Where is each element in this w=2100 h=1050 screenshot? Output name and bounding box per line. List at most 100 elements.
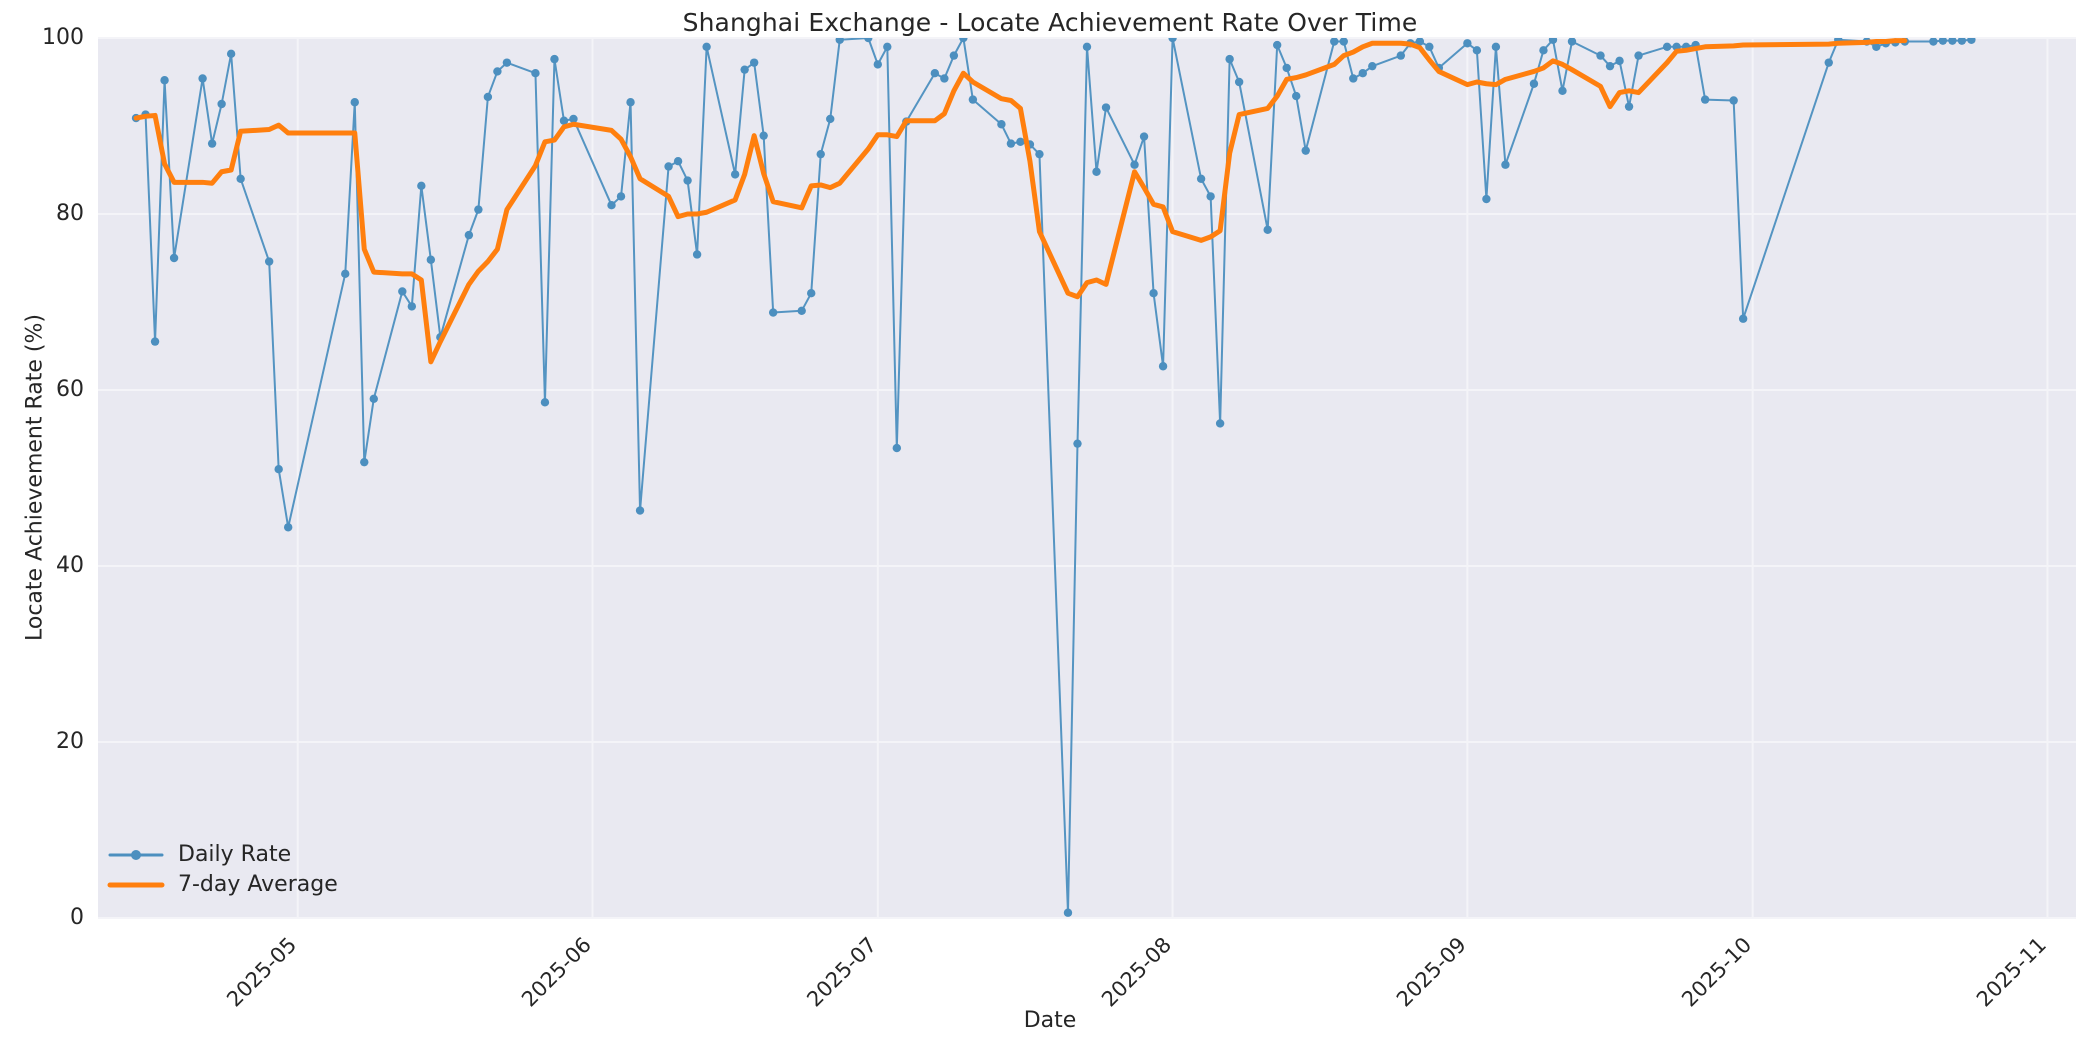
legend-marker (131, 850, 141, 860)
data-point (1948, 38, 1957, 45)
data-point (169, 253, 179, 263)
x-tick-label: 2025-05 (222, 933, 301, 1012)
data-point (264, 257, 274, 266)
data-point (350, 98, 359, 107)
data-point (959, 38, 968, 43)
data-point (1415, 38, 1425, 46)
data-point (616, 192, 626, 201)
data-point (1539, 46, 1548, 55)
data-point (226, 49, 236, 59)
data-point (816, 149, 825, 159)
x-tick-label: 2025-07 (802, 933, 881, 1012)
data-point (1558, 86, 1567, 96)
data-point (1282, 63, 1291, 73)
x-axis-label: Date (1023, 1008, 1077, 1033)
gridlines (98, 37, 2076, 919)
data-point (607, 201, 616, 210)
data-point (692, 250, 702, 259)
data-point (1349, 74, 1358, 83)
x-tick-label: 2025-06 (517, 933, 596, 1012)
data-point (283, 523, 293, 532)
data-point (1215, 419, 1225, 428)
data-point (464, 230, 474, 240)
x-tick-label: 2025-10 (1677, 933, 1756, 1012)
data-point (1529, 79, 1539, 88)
data-point (702, 42, 711, 51)
data-point (1491, 42, 1501, 51)
data-point (150, 337, 160, 346)
data-point (1567, 38, 1577, 46)
data-point (1206, 192, 1215, 201)
data-point (1463, 39, 1472, 48)
data-point (1330, 38, 1339, 46)
data-point (1358, 69, 1367, 78)
data-point (883, 42, 892, 51)
data-point (1272, 40, 1282, 50)
data-point (1130, 160, 1139, 169)
y-tick-label: 40 (56, 553, 84, 578)
data-point (1700, 95, 1710, 104)
data-point (1225, 54, 1234, 64)
data-point (949, 51, 959, 60)
data-point (2005, 0, 2013, 4)
data-point (1967, 38, 1976, 44)
data-point (1263, 225, 1272, 235)
data-point (1662, 42, 1672, 51)
data-point (683, 176, 692, 185)
data-point (540, 398, 550, 407)
data-point (1872, 42, 1881, 51)
y-axis-ticks: 0 20 40 60 80 100 (42, 25, 84, 930)
chart-title: Shanghai Exchange - Locate Achievement R… (682, 8, 1418, 37)
data-point (407, 302, 417, 311)
data-point (360, 457, 369, 467)
data-point (1016, 137, 1025, 147)
data-point (1929, 38, 1938, 46)
data-point (198, 74, 207, 83)
data-point (940, 74, 949, 83)
data-point (1738, 314, 1748, 323)
data-point (1501, 160, 1510, 169)
data-point (1596, 51, 1605, 60)
data-point (217, 99, 226, 109)
y-tick-label: 100 (42, 25, 84, 50)
data-point (1168, 38, 1177, 43)
data-point (826, 114, 835, 124)
data-point (483, 92, 493, 102)
data-point (398, 287, 407, 296)
data-point (369, 394, 378, 403)
data-point (1301, 146, 1310, 155)
data-point (807, 289, 816, 298)
data-point (626, 98, 635, 107)
data-point (531, 69, 540, 78)
data-point (873, 60, 882, 69)
data-point (426, 255, 436, 264)
y-tick-label: 0 (70, 905, 84, 930)
data-point (1396, 51, 1406, 60)
data-point (664, 162, 673, 171)
data-point (274, 465, 283, 474)
series-line (135, 38, 1973, 914)
data-point (569, 114, 578, 124)
y-tick-label: 60 (56, 377, 84, 402)
data-point (1729, 96, 1738, 105)
data-point (1957, 38, 1967, 45)
data-point (1996, 0, 2004, 4)
data-point (1938, 38, 1948, 45)
data-point (550, 54, 559, 64)
data-point (1624, 102, 1634, 111)
data-point (1158, 362, 1168, 371)
series-seven-day-average (133, 38, 1908, 365)
plot-background (98, 38, 2076, 918)
data-point (493, 67, 502, 76)
x-tick-label: 2025-09 (1392, 933, 1471, 1012)
data-point (730, 170, 740, 179)
legend-label: Daily Rate (178, 842, 291, 867)
data-point (1548, 38, 1558, 44)
data-point (673, 157, 683, 166)
data-point (740, 65, 749, 74)
data-point (1472, 46, 1482, 55)
data-point (236, 174, 245, 183)
data-point (864, 38, 873, 43)
x-tick-label: 2025-08 (1097, 933, 1176, 1012)
